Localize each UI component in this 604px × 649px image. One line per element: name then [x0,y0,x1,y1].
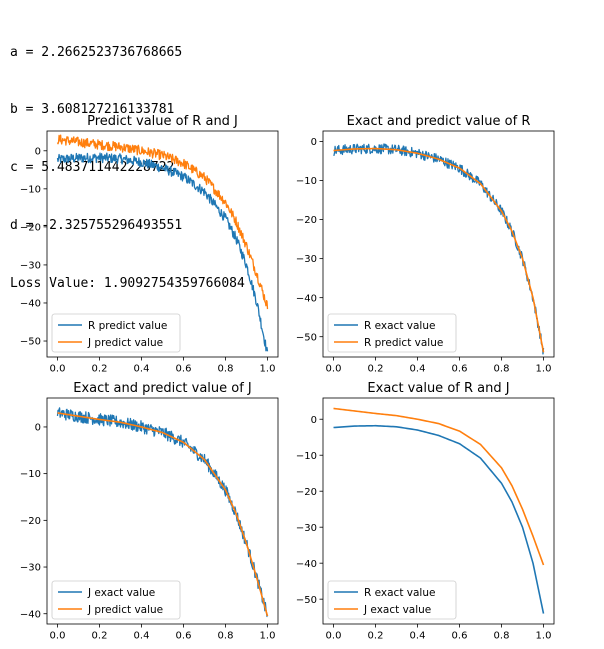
x-tick-label: 0.6 [176,631,192,642]
chart-title: Exact and predict value of R [347,114,531,129]
x-tick-label: 0.0 [50,364,66,375]
y-tick-label: −50 [296,332,317,343]
x-tick-label: 0.2 [368,364,384,375]
series-line-1 [333,424,545,614]
legend-box [327,313,457,353]
x-tick-label: 0.4 [410,631,426,642]
chart-panel-3: 0.0 0.2 0.4 0.6 0.8 1.0 0 −10 −20 −30 −40 Exact and… [20,381,279,642]
y-tick-label: −20 [296,487,317,498]
x-tick-label: 0.8 [494,364,510,375]
series-line-1 [56,407,268,618]
y-tick-label: −10 [20,184,41,195]
x-tick-label: 0.8 [494,631,510,642]
x-tick-label: 0.6 [452,364,468,375]
y-tick-label: −50 [20,337,41,348]
y-tick-label: −40 [296,559,317,570]
x-tick-label: 0.8 [218,364,234,375]
y-tick-label: −30 [20,563,41,574]
chart-panel-1: 0.0 0.2 0.4 0.6 0.8 1.0 0 −10 −20 −30 −40 −50 Predic… [20,114,279,375]
x-tick-label: 0.2 [92,364,108,375]
legend-label: J exact value [363,604,431,616]
plot-frame [46,130,279,358]
legend-label: J predict value [87,337,163,349]
legend-label: R exact value [364,320,435,332]
series-line-1 [56,152,269,352]
x-tick-label: 0.2 [368,631,384,642]
series-line-2 [56,134,269,310]
series-line-2 [333,407,545,566]
x-tick-label: 1.0 [536,364,552,375]
x-tick-label: 1.0 [260,631,276,642]
y-tick-label: 0 [311,415,317,426]
legend-box [51,313,181,353]
output-line-d: d = -2.325755296493551 [10,218,183,234]
x-tick-label: 1.0 [260,364,276,375]
output-line-b: b = 3.608127216133781 [10,102,175,118]
legend-box [327,580,457,620]
y-tick-label: −40 [20,299,41,310]
x-tick-label: 0.6 [452,631,468,642]
x-tick-label: 0.2 [92,631,108,642]
x-tick-label: 0.4 [410,364,426,375]
y-tick-label: 0 [35,146,41,157]
x-tick-label: 0.0 [326,631,342,642]
x-tick-label: 0.8 [218,631,234,642]
y-tick-label: −30 [296,254,317,265]
y-tick-label: −20 [296,215,317,226]
legend-label: J exact value [87,587,155,599]
legend-label: J predict value [87,604,163,616]
x-tick-label: 1.0 [536,631,552,642]
x-tick-label: 0.4 [134,364,150,375]
legend: R exact value R predict value [327,313,457,353]
y-tick-label: 0 [35,423,41,434]
x-tick-label: 0.6 [176,364,192,375]
y-tick-label: 0 [311,137,317,148]
y-tick-label: −30 [20,261,41,272]
chart-title: Exact and predict value of J [73,381,252,396]
legend-box [51,580,181,620]
y-tick-label: −10 [296,176,317,187]
legend: R exact value J exact value [327,580,457,620]
y-tick-label: −30 [296,523,317,534]
output-line-loss: Loss Value: 1.9092754359766084 [10,276,245,292]
chart-panel-4: 0.0 0.2 0.4 0.6 0.8 1.0 0 −10 −20 −30 −40 −50 Exact … [296,381,555,642]
legend-label: R exact value [364,587,435,599]
y-tick-label: −50 [296,595,317,606]
legend: J exact value J predict value [51,580,181,620]
y-tick-label: −10 [296,451,317,462]
series-line-2 [333,147,545,353]
y-tick-label: −20 [20,222,41,233]
y-tick-label: −10 [20,469,41,480]
plot-frame [322,397,555,625]
x-tick-label: 0.0 [326,364,342,375]
legend: R predict value J predict value [51,313,181,353]
y-tick-label: −40 [296,293,317,304]
notebook-output: a = 2.2662523736768665 b = 3.60812721613… [10,4,245,313]
plot-frame [322,130,555,358]
legend-label: R predict value [88,320,167,332]
output-line-a: a = 2.2662523736768665 [10,44,183,60]
plot-frame [46,397,279,625]
y-tick-label: −40 [20,609,41,620]
y-tick-label: −20 [20,516,41,527]
chart-panel-2: 0.0 0.2 0.4 0.6 0.8 1.0 0 −10 −20 −30 −40 −50 Exact … [296,114,555,375]
chart-title: Predict value of R and J [87,114,238,129]
legend-label: R predict value [364,337,443,349]
x-tick-label: 0.4 [134,631,150,642]
chart-title: Exact value of R and J [367,381,509,396]
x-tick-label: 0.0 [50,631,66,642]
series-line-2 [57,412,269,617]
